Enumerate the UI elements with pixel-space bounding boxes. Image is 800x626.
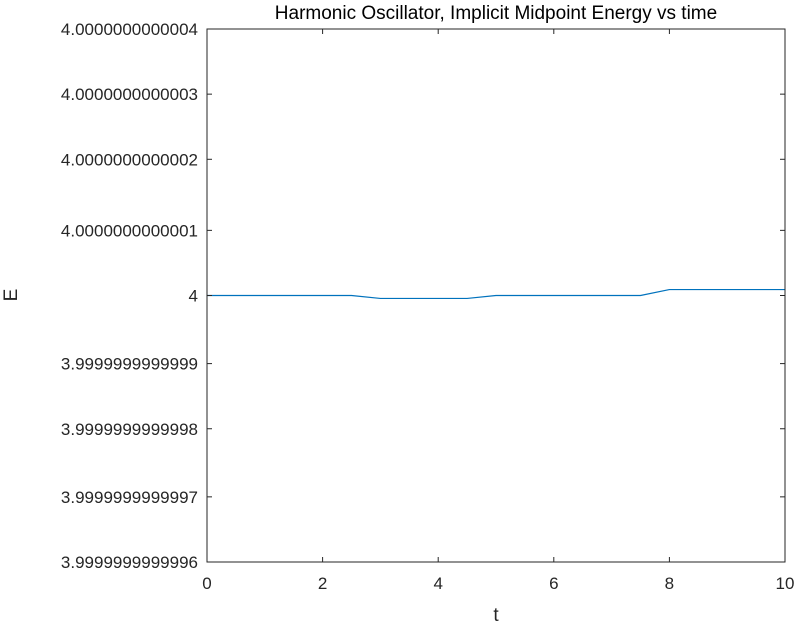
- y-tick-label: 4.0000000000003: [61, 85, 198, 104]
- y-tick-label: 4: [189, 287, 198, 306]
- y-axis-ticks: 3.9999999999996 3.9999999999997 3.99999999…: [61, 20, 785, 572]
- axes-frame: [206, 28, 786, 563]
- y-tick-label: 4.0000000000001: [61, 221, 198, 240]
- x-tick-label: 10: [776, 574, 795, 593]
- y-tick-label: 3.9999999999999: [61, 355, 198, 374]
- y-axis-label: E: [1, 289, 22, 302]
- x-tick-label: 8: [665, 574, 674, 593]
- energy-series-line: [206, 288, 786, 300]
- x-tick-label: 2: [318, 574, 327, 593]
- y-tick-label: 3.9999999999998: [61, 420, 198, 439]
- x-axis-label: t: [493, 605, 499, 626]
- y-tick-label: 3.9999999999997: [61, 488, 198, 507]
- x-tick-label: 6: [549, 574, 558, 593]
- plot-area: [206, 288, 786, 300]
- x-tick-label: 4: [433, 574, 442, 593]
- y-tick-label: 4.0000000000004: [61, 20, 198, 39]
- y-tick-label: 3.9999999999996: [61, 553, 198, 572]
- y-tick-label: 4.0000000000002: [61, 150, 198, 169]
- x-tick-label: 0: [202, 574, 211, 593]
- x-axis-ticks: 0 2 4 6 8 10: [202, 29, 794, 593]
- chart-title: Harmonic Oscillator, Implicit Midpoint E…: [275, 3, 717, 24]
